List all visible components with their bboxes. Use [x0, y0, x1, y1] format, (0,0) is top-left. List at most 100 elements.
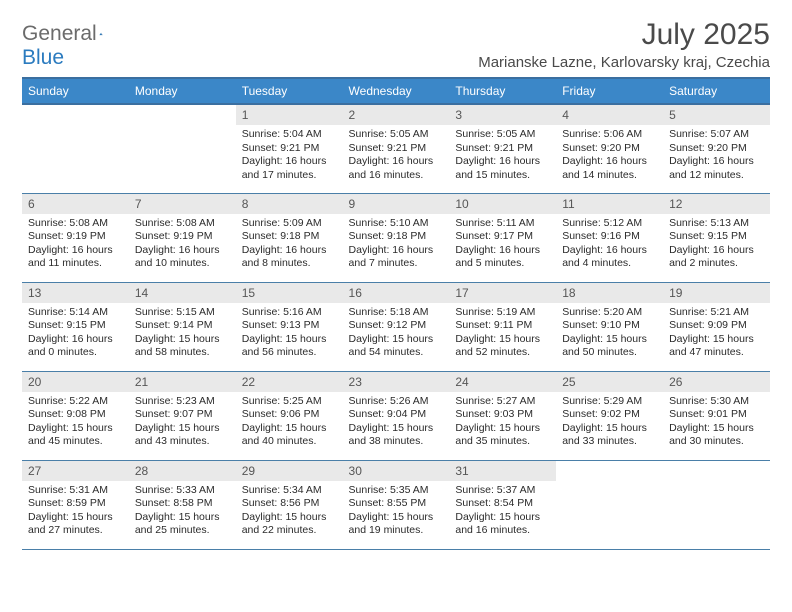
title-block: July 2025 Marianske Lazne, Karlovarsky k… — [478, 18, 770, 71]
day-number: 17 — [449, 283, 556, 303]
day-details: Sunrise: 5:08 AMSunset: 9:19 PMDaylight:… — [129, 214, 236, 274]
day-number: 7 — [129, 194, 236, 214]
day-number: 15 — [236, 283, 343, 303]
calendar-day-cell: 10Sunrise: 5:11 AMSunset: 9:17 PMDayligh… — [449, 193, 556, 282]
weekday-header: Tuesday — [236, 78, 343, 104]
day-details: Sunrise: 5:11 AMSunset: 9:17 PMDaylight:… — [449, 214, 556, 274]
day-details: Sunrise: 5:13 AMSunset: 9:15 PMDaylight:… — [663, 214, 770, 274]
calendar-day-cell: 30Sunrise: 5:35 AMSunset: 8:55 PMDayligh… — [343, 460, 450, 549]
calendar-day-cell: 3Sunrise: 5:05 AMSunset: 9:21 PMDaylight… — [449, 104, 556, 193]
calendar-day-cell: 8Sunrise: 5:09 AMSunset: 9:18 PMDaylight… — [236, 193, 343, 282]
calendar-week-row: 13Sunrise: 5:14 AMSunset: 9:15 PMDayligh… — [22, 282, 770, 371]
day-number: 13 — [22, 283, 129, 303]
calendar-day-cell: .. — [556, 460, 663, 549]
location: Marianske Lazne, Karlovarsky kraj, Czech… — [478, 54, 770, 71]
weekday-header: Saturday — [663, 78, 770, 104]
day-details: Sunrise: 5:10 AMSunset: 9:18 PMDaylight:… — [343, 214, 450, 274]
weekday-header-row: Sunday Monday Tuesday Wednesday Thursday… — [22, 78, 770, 104]
calendar-day-cell: 13Sunrise: 5:14 AMSunset: 9:15 PMDayligh… — [22, 282, 129, 371]
calendar-day-cell: 20Sunrise: 5:22 AMSunset: 9:08 PMDayligh… — [22, 371, 129, 460]
calendar-table: Sunday Monday Tuesday Wednesday Thursday… — [22, 77, 770, 550]
calendar-day-cell: 25Sunrise: 5:29 AMSunset: 9:02 PMDayligh… — [556, 371, 663, 460]
day-details: Sunrise: 5:15 AMSunset: 9:14 PMDaylight:… — [129, 303, 236, 363]
day-number: 6 — [22, 194, 129, 214]
day-details: Sunrise: 5:25 AMSunset: 9:06 PMDaylight:… — [236, 392, 343, 452]
day-number: 26 — [663, 372, 770, 392]
logo: General — [22, 22, 123, 46]
day-number: 23 — [343, 372, 450, 392]
calendar-day-cell: 9Sunrise: 5:10 AMSunset: 9:18 PMDaylight… — [343, 193, 450, 282]
day-details: Sunrise: 5:08 AMSunset: 9:19 PMDaylight:… — [22, 214, 129, 274]
day-details: Sunrise: 5:34 AMSunset: 8:56 PMDaylight:… — [236, 481, 343, 541]
day-details: Sunrise: 5:16 AMSunset: 9:13 PMDaylight:… — [236, 303, 343, 363]
weekday-header: Friday — [556, 78, 663, 104]
calendar-day-cell: 7Sunrise: 5:08 AMSunset: 9:19 PMDaylight… — [129, 193, 236, 282]
day-details: Sunrise: 5:30 AMSunset: 9:01 PMDaylight:… — [663, 392, 770, 452]
calendar-week-row: 20Sunrise: 5:22 AMSunset: 9:08 PMDayligh… — [22, 371, 770, 460]
day-details: Sunrise: 5:12 AMSunset: 9:16 PMDaylight:… — [556, 214, 663, 274]
day-number: 9 — [343, 194, 450, 214]
day-details: Sunrise: 5:33 AMSunset: 8:58 PMDaylight:… — [129, 481, 236, 541]
day-number: 14 — [129, 283, 236, 303]
logo-sail-icon — [99, 24, 103, 44]
day-number: 2 — [343, 105, 450, 125]
day-details: Sunrise: 5:07 AMSunset: 9:20 PMDaylight:… — [663, 125, 770, 185]
day-number: 11 — [556, 194, 663, 214]
day-details: Sunrise: 5:06 AMSunset: 9:20 PMDaylight:… — [556, 125, 663, 185]
day-number: 20 — [22, 372, 129, 392]
day-details: Sunrise: 5:26 AMSunset: 9:04 PMDaylight:… — [343, 392, 450, 452]
logo-text-general: General — [22, 22, 97, 46]
day-number: 10 — [449, 194, 556, 214]
weekday-header: Sunday — [22, 78, 129, 104]
day-number: 29 — [236, 461, 343, 481]
header: General July 2025 Marianske Lazne, Karlo… — [22, 18, 770, 71]
month-title: July 2025 — [478, 18, 770, 52]
day-number: 21 — [129, 372, 236, 392]
day-details: Sunrise: 5:05 AMSunset: 9:21 PMDaylight:… — [449, 125, 556, 185]
calendar-day-cell: .. — [129, 104, 236, 193]
calendar-week-row: ....1Sunrise: 5:04 AMSunset: 9:21 PMDayl… — [22, 104, 770, 193]
calendar-day-cell: 26Sunrise: 5:30 AMSunset: 9:01 PMDayligh… — [663, 371, 770, 460]
calendar-day-cell: 23Sunrise: 5:26 AMSunset: 9:04 PMDayligh… — [343, 371, 450, 460]
calendar-day-cell: 5Sunrise: 5:07 AMSunset: 9:20 PMDaylight… — [663, 104, 770, 193]
calendar-day-cell: .. — [22, 104, 129, 193]
day-details: Sunrise: 5:20 AMSunset: 9:10 PMDaylight:… — [556, 303, 663, 363]
day-number: 18 — [556, 283, 663, 303]
day-details: Sunrise: 5:31 AMSunset: 8:59 PMDaylight:… — [22, 481, 129, 541]
weekday-header: Thursday — [449, 78, 556, 104]
day-number: 8 — [236, 194, 343, 214]
logo-text-blue: Blue — [22, 46, 64, 69]
day-number: 12 — [663, 194, 770, 214]
calendar-day-cell: 24Sunrise: 5:27 AMSunset: 9:03 PMDayligh… — [449, 371, 556, 460]
day-number: 30 — [343, 461, 450, 481]
calendar-day-cell: 15Sunrise: 5:16 AMSunset: 9:13 PMDayligh… — [236, 282, 343, 371]
day-number: 16 — [343, 283, 450, 303]
calendar-day-cell: 4Sunrise: 5:06 AMSunset: 9:20 PMDaylight… — [556, 104, 663, 193]
day-details: Sunrise: 5:04 AMSunset: 9:21 PMDaylight:… — [236, 125, 343, 185]
day-details: Sunrise: 5:21 AMSunset: 9:09 PMDaylight:… — [663, 303, 770, 363]
calendar-day-cell: 18Sunrise: 5:20 AMSunset: 9:10 PMDayligh… — [556, 282, 663, 371]
calendar-day-cell: 29Sunrise: 5:34 AMSunset: 8:56 PMDayligh… — [236, 460, 343, 549]
weekday-header: Monday — [129, 78, 236, 104]
day-number: 24 — [449, 372, 556, 392]
calendar-day-cell: 21Sunrise: 5:23 AMSunset: 9:07 PMDayligh… — [129, 371, 236, 460]
day-number: 25 — [556, 372, 663, 392]
calendar-day-cell: 1Sunrise: 5:04 AMSunset: 9:21 PMDaylight… — [236, 104, 343, 193]
calendar-day-cell: 14Sunrise: 5:15 AMSunset: 9:14 PMDayligh… — [129, 282, 236, 371]
day-details: Sunrise: 5:14 AMSunset: 9:15 PMDaylight:… — [22, 303, 129, 363]
day-details: Sunrise: 5:19 AMSunset: 9:11 PMDaylight:… — [449, 303, 556, 363]
day-details: Sunrise: 5:29 AMSunset: 9:02 PMDaylight:… — [556, 392, 663, 452]
day-details: Sunrise: 5:35 AMSunset: 8:55 PMDaylight:… — [343, 481, 450, 541]
calendar-day-cell: 16Sunrise: 5:18 AMSunset: 9:12 PMDayligh… — [343, 282, 450, 371]
day-details: Sunrise: 5:22 AMSunset: 9:08 PMDaylight:… — [22, 392, 129, 452]
day-number: 1 — [236, 105, 343, 125]
day-number: 5 — [663, 105, 770, 125]
day-number: 19 — [663, 283, 770, 303]
calendar-day-cell: 2Sunrise: 5:05 AMSunset: 9:21 PMDaylight… — [343, 104, 450, 193]
calendar-week-row: 27Sunrise: 5:31 AMSunset: 8:59 PMDayligh… — [22, 460, 770, 549]
day-details: Sunrise: 5:18 AMSunset: 9:12 PMDaylight:… — [343, 303, 450, 363]
day-number: 3 — [449, 105, 556, 125]
day-number: 4 — [556, 105, 663, 125]
calendar-day-cell: 17Sunrise: 5:19 AMSunset: 9:11 PMDayligh… — [449, 282, 556, 371]
calendar-day-cell: 12Sunrise: 5:13 AMSunset: 9:15 PMDayligh… — [663, 193, 770, 282]
